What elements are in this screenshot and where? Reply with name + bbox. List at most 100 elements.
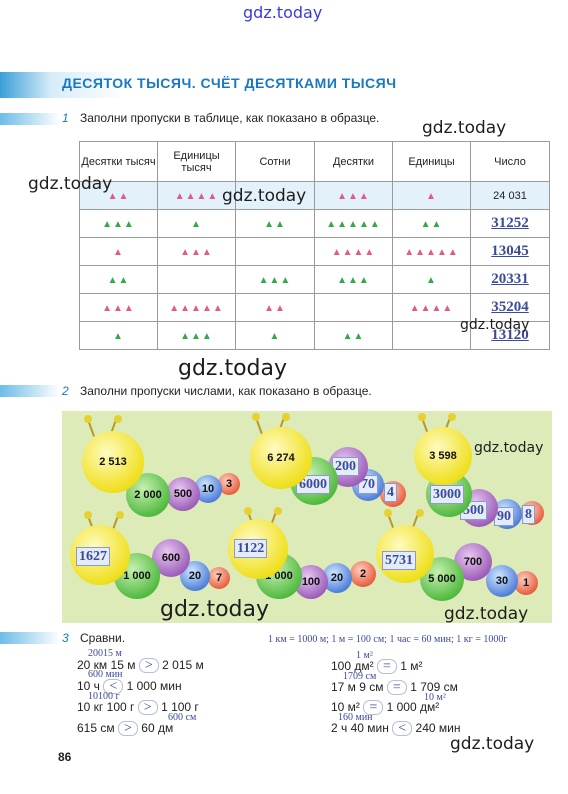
- compare-sign[interactable]: >: [117, 721, 138, 736]
- cell-units: ▲▲▲▲: [392, 293, 471, 322]
- hint: 1 м²: [356, 650, 373, 661]
- watermark: gdz.today: [178, 356, 288, 381]
- compare-row: 10 ч < 1 000 мин: [77, 679, 182, 694]
- task-text: Сравни.: [80, 631, 126, 645]
- table-row: ▲▲ ▲▲▲▲ ▲▲▲ ▲ 24 031: [79, 181, 550, 210]
- rhs: 1 100 г: [161, 700, 199, 714]
- compare-row: 20 км 15 м > 2 015 м: [77, 658, 204, 673]
- header-cell: Единицы тысяч: [157, 141, 236, 182]
- answer-box: 4: [384, 483, 397, 502]
- cell-units: ▲▲▲▲▲: [392, 237, 471, 266]
- task-text: Заполни пропуски числами, как показано в…: [80, 384, 372, 398]
- task-bar: [0, 385, 60, 397]
- hint: 600 мин: [88, 669, 123, 680]
- cell-units: ▲▲: [392, 209, 471, 238]
- cell-number[interactable]: 13120: [470, 321, 550, 350]
- expr: 17 м 9 см: [331, 680, 384, 694]
- cell-units: ▲: [392, 181, 471, 210]
- caterpillar-segment: 500: [166, 477, 200, 511]
- compare-row: 615 см > 60 дм: [77, 721, 173, 736]
- table-row: ▲▲▲ ▲▲▲▲▲ ▲▲ ▲▲▲▲ 35204: [79, 293, 550, 322]
- cell-hundreds: ▲: [235, 321, 315, 350]
- cell-tens: ▲▲▲▲▲: [314, 209, 393, 238]
- hint: 10 м²: [424, 692, 446, 703]
- compare-row: 100 дм² = 1 м²: [331, 659, 423, 674]
- expr: 10 кг 100 г: [77, 700, 135, 714]
- rhs: 1 000 дм²: [386, 700, 440, 714]
- caterpillar-segment: 2: [350, 561, 376, 587]
- watermark: gdz.today: [160, 597, 270, 622]
- cell-number: 24 031: [470, 181, 550, 210]
- expr: 10 ч: [77, 679, 100, 693]
- compare-sign[interactable]: =: [376, 659, 397, 674]
- compare-row: 10 м² = 1 000 дм²: [331, 700, 439, 715]
- cell-ten-thousands: ▲: [79, 237, 158, 266]
- header-cell: Число: [470, 141, 550, 182]
- rhs: 240 мин: [415, 721, 461, 735]
- header-cell: Единицы: [392, 141, 471, 182]
- caterpillar-segment: 7: [208, 567, 230, 589]
- watermark: gdz.today: [444, 604, 529, 624]
- table-row: ▲ ▲▲▲ ▲▲▲▲ ▲▲▲▲▲ 13045: [79, 237, 550, 266]
- cell-tens: ▲▲: [314, 321, 393, 350]
- handwritten-answer: 13045: [491, 243, 529, 259]
- expr: 20 км 15 м: [77, 658, 136, 672]
- compare-sign[interactable]: >: [138, 658, 159, 673]
- table-row: ▲ ▲▲▲ ▲ ▲▲ 13120: [79, 321, 550, 350]
- header-cell: Десятки: [314, 141, 393, 182]
- expr: 10 м²: [331, 700, 360, 714]
- cell-ten-thousands: ▲▲: [79, 181, 158, 210]
- compare-sign[interactable]: =: [386, 680, 407, 695]
- cell-tens: [314, 293, 393, 322]
- cell-number[interactable]: 31252: [470, 209, 550, 238]
- watermark: gdz.today: [28, 174, 113, 194]
- hint: 1709 см: [343, 671, 377, 682]
- compare-sign[interactable]: <: [392, 721, 413, 736]
- hint: 160 мин: [338, 712, 373, 723]
- watermark: gdz.today: [222, 186, 307, 206]
- cell-number[interactable]: 13045: [470, 237, 550, 266]
- cell-thousands: ▲: [157, 209, 236, 238]
- cell-thousands: ▲▲▲▲▲: [157, 293, 236, 322]
- cell-thousands: ▲▲▲: [157, 237, 236, 266]
- task-text: Заполни пропуски в таблице, как показано…: [80, 111, 380, 125]
- table-header-row: Десятки тысяч Единицы тысяч Сотни Десятк…: [79, 141, 550, 182]
- rhs: 2 015 м: [162, 658, 204, 672]
- cell-units: ▲: [392, 265, 471, 294]
- compare-row: 17 м 9 см = 1 709 см: [331, 680, 458, 695]
- answer-box: 5731: [382, 551, 416, 570]
- rhs: 60 дм: [141, 721, 174, 735]
- caterpillar-head: 2 513: [82, 431, 144, 493]
- caterpillar-segment: 1: [514, 571, 538, 595]
- cell-ten-thousands: ▲▲: [79, 265, 158, 294]
- hint: 20015 м: [88, 648, 122, 659]
- handwritten-answer: 35204: [491, 299, 529, 315]
- cell-hundreds: [235, 237, 315, 266]
- answer-box: 6000: [296, 475, 330, 494]
- task-bar: [0, 113, 60, 125]
- watermark: gdz.today: [460, 317, 530, 333]
- compare-row: 2 ч 40 мин < 240 мин: [331, 721, 460, 736]
- caterpillar-segment: 2 000: [126, 473, 170, 517]
- cell-hundreds: ▲▲: [235, 293, 315, 322]
- cell-number[interactable]: 20331: [470, 265, 550, 294]
- task-number: 2: [62, 384, 69, 398]
- compare-sign[interactable]: >: [137, 700, 158, 715]
- cell-ten-thousands: ▲: [79, 321, 158, 350]
- table-row: ▲▲▲ ▲ ▲▲ ▲▲▲▲▲ ▲▲ 31252: [79, 209, 550, 238]
- caterpillar-head: 3 598: [414, 427, 472, 485]
- cell-units: [392, 321, 471, 350]
- answer-box: 8: [522, 505, 535, 524]
- cell-hundreds: [235, 181, 315, 210]
- task-number: 3: [62, 631, 69, 645]
- handwritten-note: 1 км = 1000 м; 1 м = 100 см; 1 час = 60 …: [268, 634, 508, 645]
- caterpillar-panel: 3 10 500 2 000 2 513 4 70 200 6000 6 274…: [62, 411, 552, 623]
- caterpillar-head: 6 274: [250, 427, 312, 489]
- header-cell: Десятки тысяч: [79, 141, 158, 182]
- cell-tens: ▲▲▲: [314, 265, 393, 294]
- answer-box: 1122: [234, 539, 268, 558]
- watermark: gdz.today: [422, 118, 507, 138]
- cell-thousands: [157, 265, 236, 294]
- watermark: gdz.today: [450, 734, 535, 754]
- table-row: ▲▲ ▲▲▲ ▲▲▲ ▲ 20331: [79, 265, 550, 294]
